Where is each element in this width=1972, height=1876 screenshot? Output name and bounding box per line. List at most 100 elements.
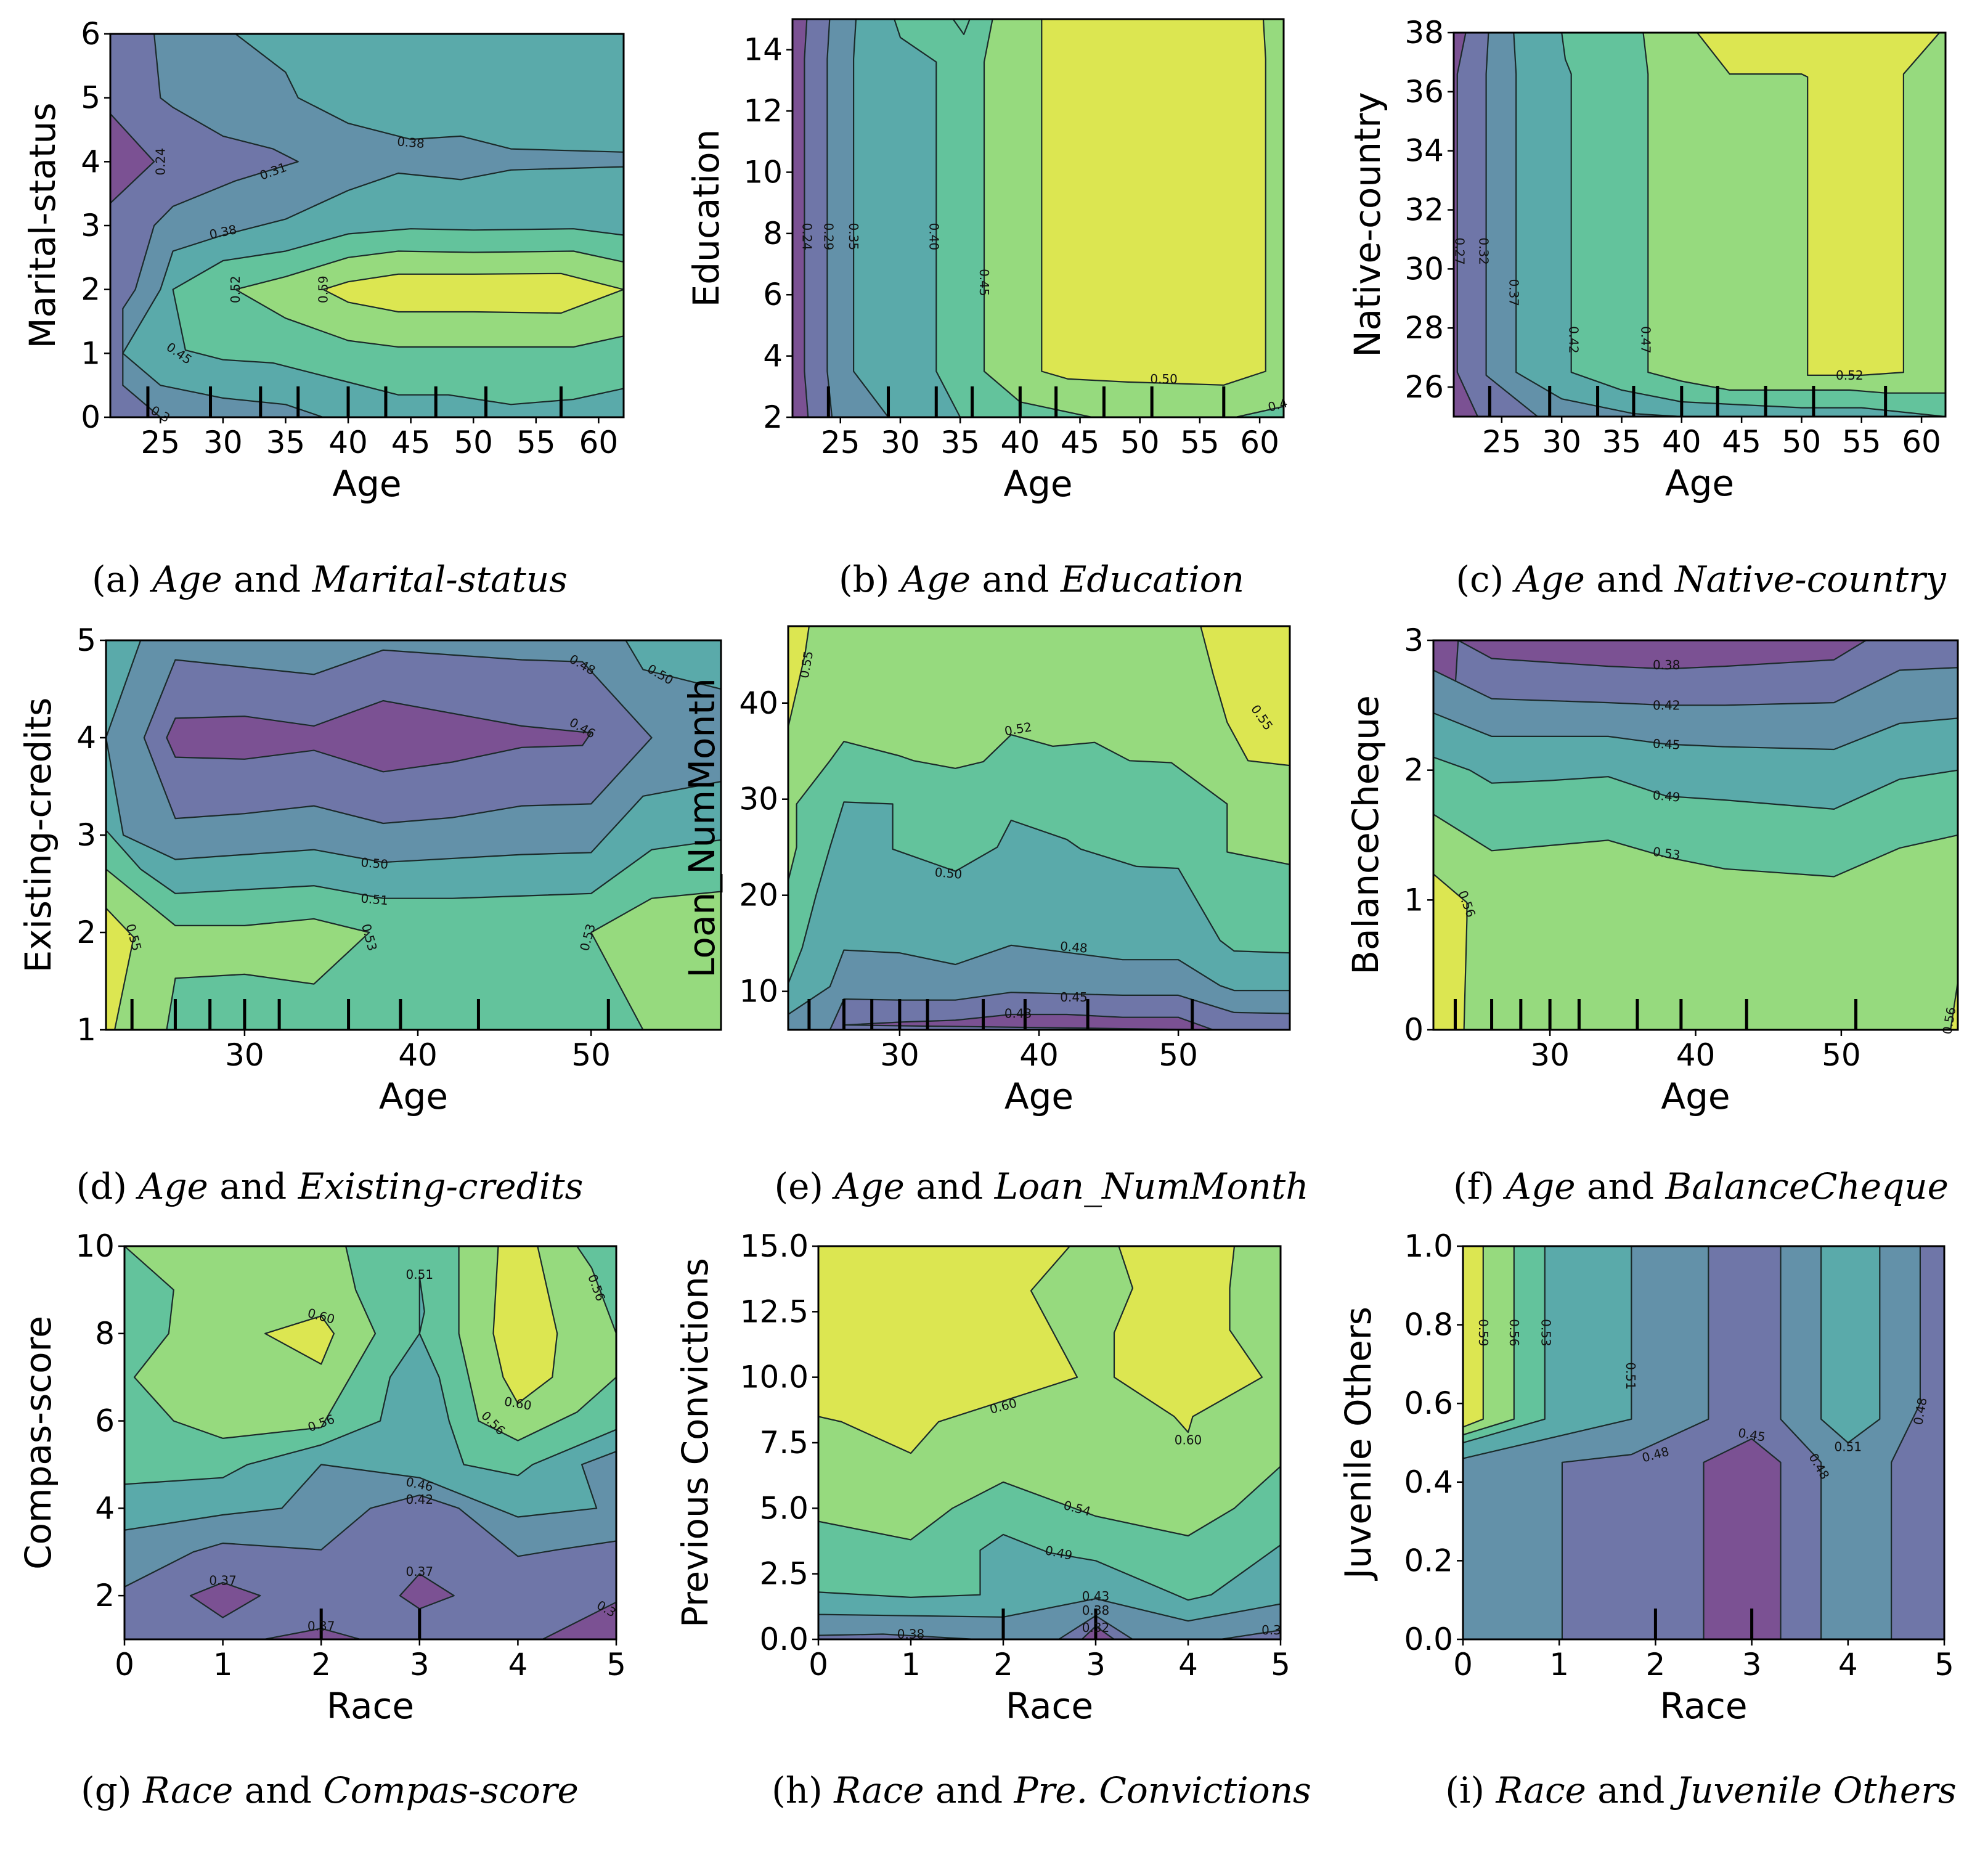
x-tick-label: 30 [203, 425, 243, 460]
caption-text: (g) [81, 1769, 143, 1811]
contour-region [542, 1601, 616, 1639]
y-axis-label: Education [685, 129, 727, 308]
contour-label: 0.51 [406, 1267, 434, 1282]
contour-label: 0.51 [1623, 1362, 1638, 1390]
x-tick-label: 4 [508, 1647, 528, 1682]
y-tick-label: 12 [743, 93, 783, 129]
x-tick-label: 2 [1645, 1647, 1665, 1682]
contour-fill-area [110, 34, 624, 417]
caption-variable: Race [1495, 1769, 1586, 1811]
x-tick-label: 45 [1061, 425, 1100, 460]
x-tick-label: 2 [993, 1647, 1013, 1682]
contour-label: 0.40 [926, 223, 941, 251]
y-tick-label: 30 [1404, 251, 1444, 287]
contour-label: 0.53 [1538, 1319, 1553, 1347]
contour-fill-area [1463, 1246, 1944, 1639]
x-tick-label: 40 [1676, 1037, 1716, 1073]
x-tick-label: 2 [311, 1647, 331, 1682]
caption-variable: Loan_NumMonth [994, 1165, 1309, 1207]
caption-text: (b) [839, 558, 901, 600]
caption-text: and [1586, 1769, 1676, 1811]
contour-label: 0.56 [1507, 1319, 1522, 1347]
caption-variable: Existing-credits [298, 1165, 584, 1207]
y-tick-label: 1.0 [1404, 1228, 1453, 1264]
caption-text: (c) [1456, 558, 1515, 600]
y-tick-label: 26 [1404, 369, 1444, 405]
contour-label: 0.48 [1059, 939, 1088, 956]
caption-variable: BalanceCheque [1665, 1165, 1949, 1207]
y-tick-label: 3 [81, 208, 100, 243]
y-tick-label: 14 [743, 32, 783, 68]
contour-region [1433, 873, 1468, 1030]
contour-fill-area [792, 19, 1284, 417]
subfigure-caption: (c) Age and Native-country [1456, 558, 1946, 600]
contour-region [110, 113, 155, 204]
x-tick-label: 4 [1838, 1647, 1858, 1682]
x-tick-label: 55 [516, 425, 556, 460]
y-tick-label: 2 [76, 915, 96, 950]
y-tick-label: 2 [81, 272, 100, 308]
y-tick-label: 7.5 [759, 1425, 809, 1461]
y-tick-label: 0.2 [1404, 1543, 1453, 1578]
caption-text: (d) [76, 1165, 139, 1207]
contour-region [166, 699, 592, 773]
y-tick-label: 20 [739, 878, 778, 913]
subfigure-caption: (e) Age and Loan_NumMonth [774, 1165, 1308, 1207]
contour-region [418, 1276, 425, 1334]
contour-region [124, 1246, 377, 1439]
contour-region [952, 19, 971, 35]
y-tick-label: 5 [81, 80, 100, 116]
caption-text: (e) [774, 1165, 834, 1207]
x-tick-label: 4 [1178, 1647, 1198, 1682]
x-tick-label: 45 [391, 425, 431, 460]
y-tick-label: 1 [1404, 882, 1424, 918]
contour-region [1697, 33, 1941, 377]
x-axis-label: Race [327, 1685, 414, 1727]
x-tick-label: 50 [1120, 425, 1160, 460]
contour-label: 0.3 [1261, 1623, 1281, 1637]
caption-text: and [924, 1769, 1014, 1811]
caption-text: and [905, 1165, 995, 1207]
contour-region [106, 829, 721, 1030]
x-axis-label: Age [1004, 1075, 1074, 1117]
x-tick-label: 50 [454, 425, 493, 460]
x-tick-label: 5 [1271, 1647, 1290, 1682]
x-tick-label: 0 [115, 1647, 134, 1682]
contour-label: 0.27 [1453, 237, 1467, 265]
y-tick-label: 1 [76, 1012, 96, 1048]
y-tick-label: 0.4 [1404, 1464, 1453, 1500]
caption-text: and [208, 1165, 298, 1207]
contour-label: 0.45 [1060, 990, 1088, 1005]
y-tick-label: 40 [739, 685, 778, 721]
contour-region [1950, 981, 1958, 1030]
contour-label: 0.50 [361, 855, 389, 872]
contour-label: 0.38 [396, 134, 425, 151]
y-tick-label: 0.8 [1404, 1307, 1453, 1343]
y-tick-label: 0 [1404, 1012, 1424, 1048]
contour-label: 0.42 [406, 1492, 434, 1507]
y-tick-label: 5 [76, 622, 96, 658]
y-tick-label: 0 [81, 399, 100, 435]
contour-region [1220, 1629, 1281, 1639]
contour-label: 0.50 [1150, 372, 1178, 386]
contour-label: 0.45 [977, 269, 992, 296]
y-axis-label: Loan_NumMonth [681, 678, 723, 978]
contour-region [843, 1013, 1214, 1030]
x-tick-label: 30 [1530, 1037, 1570, 1073]
contour-label: 0.37 [1506, 279, 1521, 306]
subfigure-caption: (i) Race and Juvenile Others [1445, 1769, 1957, 1811]
contour-label: 0.38 [1082, 1603, 1110, 1618]
x-tick-label: 60 [579, 425, 619, 460]
contour-region [1433, 814, 1958, 1030]
contour-fill-area [818, 1246, 1281, 1639]
y-tick-label: 30 [739, 781, 778, 817]
y-axis-label: Juvenile Others [1337, 1307, 1379, 1581]
contour-label: 0.60 [1175, 1433, 1202, 1448]
x-axis-label: Age [1665, 462, 1734, 504]
x-tick-label: 30 [225, 1037, 264, 1073]
subfigure-caption: (b) Age and Education [839, 558, 1244, 600]
contour-label: 0.51 [361, 891, 389, 908]
contour-region [590, 891, 721, 1030]
